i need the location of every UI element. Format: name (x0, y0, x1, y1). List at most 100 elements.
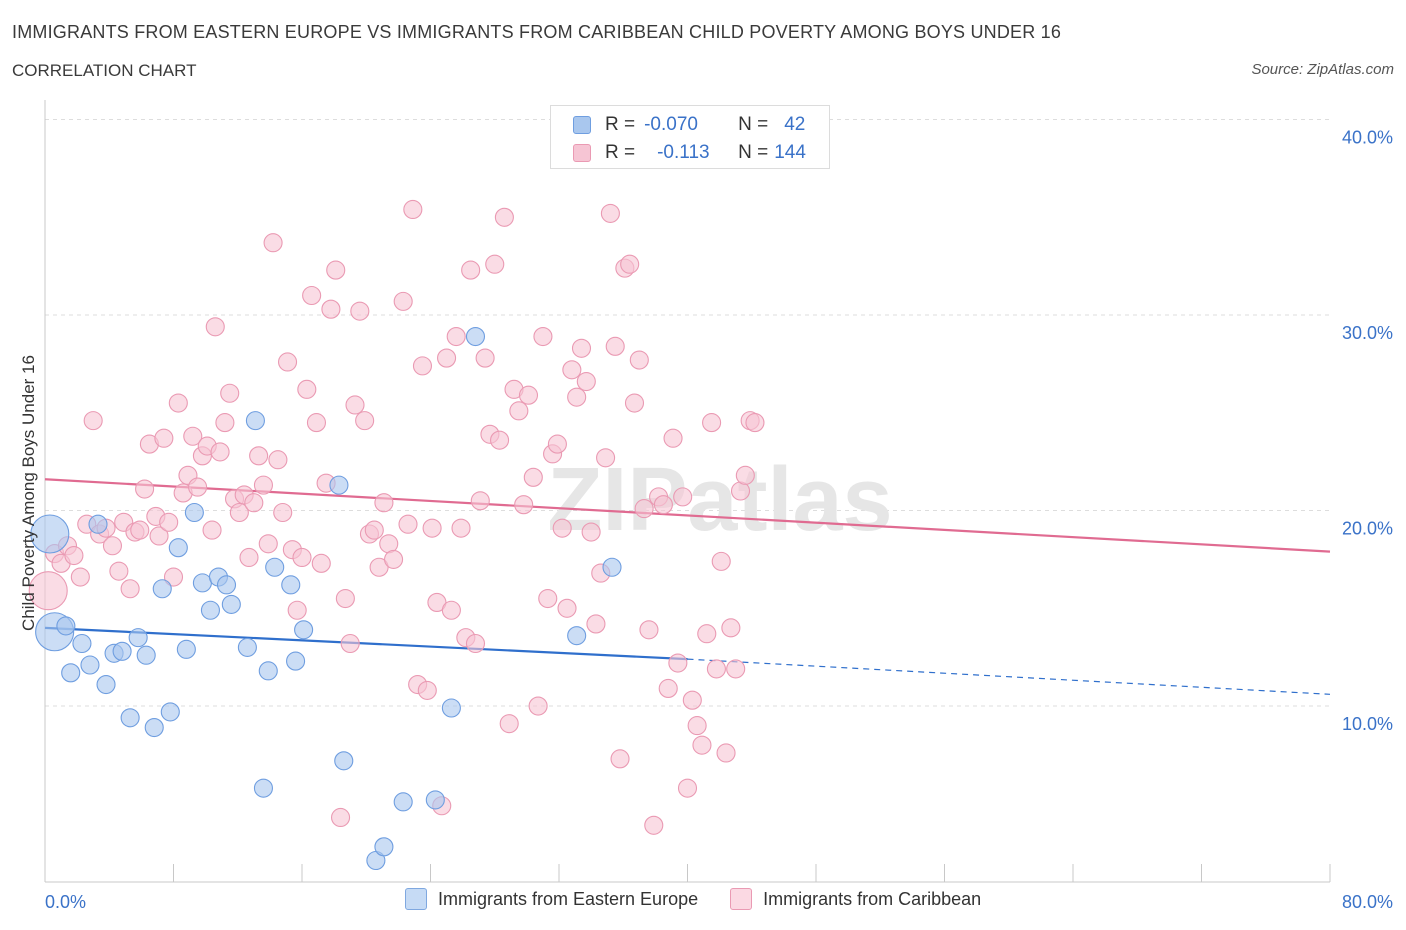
data-point-eastern-europe (192, 573, 212, 593)
data-point-caribbean (102, 536, 123, 556)
data-point-eastern-europe (80, 655, 100, 675)
data-point-eastern-europe (294, 620, 314, 640)
data-point-caribbean (263, 233, 283, 253)
correlation-legend: R = -0.070 N = 42 R = -0.113 N = 144 (550, 105, 830, 169)
data-point-caribbean (330, 807, 351, 828)
y-tick-label: 30.0% (1342, 323, 1393, 343)
data-point-caribbean (393, 291, 413, 311)
data-point-eastern-europe (602, 557, 622, 577)
data-point-caribbean (706, 659, 726, 679)
data-point-caribbean (692, 735, 712, 755)
data-point-eastern-europe (56, 616, 76, 636)
data-point-eastern-europe (393, 792, 413, 812)
data-point-caribbean (302, 285, 322, 306)
data-point-caribbean (735, 465, 755, 485)
trend-line-eastern-europe (44, 626, 688, 661)
data-point-caribbean (364, 520, 384, 540)
legend-swatch-pink (573, 144, 591, 162)
y-axis-label: Child Poverty Among Boys Under 16 (19, 355, 38, 631)
data-point-caribbean (702, 413, 722, 433)
data-point-eastern-europe (237, 637, 257, 657)
data-point-eastern-europe (329, 475, 349, 495)
data-point-eastern-europe (120, 708, 140, 728)
data-point-caribbean (220, 383, 240, 403)
data-point-caribbean (417, 680, 437, 700)
data-point-caribbean (202, 520, 222, 540)
data-point-caribbean (311, 553, 331, 573)
data-point-eastern-europe (184, 502, 204, 523)
data-point-caribbean (273, 502, 293, 523)
data-point-caribbean (239, 547, 259, 568)
data-point-eastern-europe (221, 594, 241, 614)
axes (44, 100, 1331, 883)
data-point-eastern-europe (61, 663, 81, 683)
data-point-caribbean (244, 493, 264, 513)
data-point-caribbean (168, 393, 188, 413)
data-point-eastern-europe (425, 790, 445, 810)
data-points (28, 199, 765, 871)
data-point-caribbean (135, 479, 155, 499)
series-swatch-blue (405, 888, 427, 910)
data-point-caribbean (586, 614, 606, 634)
data-point-caribbean (374, 493, 394, 513)
data-point-caribbean (297, 379, 317, 399)
data-point-eastern-europe (374, 837, 394, 857)
data-point-caribbean (547, 434, 567, 454)
data-point-eastern-europe (567, 626, 587, 646)
data-point-caribbean (163, 567, 184, 587)
data-point-eastern-europe (286, 651, 306, 671)
data-point-caribbean (533, 327, 553, 347)
x-tick-label: 80.0% (1342, 892, 1393, 912)
data-point-caribbean (183, 426, 203, 446)
data-point-caribbean (711, 551, 731, 571)
data-point-caribbean (215, 413, 235, 433)
series-legend-eastern-europe: Immigrants from Eastern Europe (405, 888, 698, 910)
legend-r-label: R = (605, 114, 636, 135)
data-point-caribbean (596, 448, 616, 468)
data-point-caribbean (620, 254, 640, 274)
legend-n-value: 42 (784, 114, 806, 135)
data-point-caribbean (567, 387, 587, 407)
data-point-caribbean (154, 428, 174, 448)
data-point-caribbean (83, 411, 103, 431)
data-point-caribbean (229, 502, 249, 523)
data-point-caribbean (120, 579, 140, 599)
data-point-caribbean (268, 450, 288, 470)
legend-n-label: N = (738, 114, 769, 135)
data-point-caribbean (668, 653, 688, 673)
legend-row-eastern-europe: R = -0.070 N = 42 (573, 113, 805, 137)
data-point-eastern-europe (168, 538, 188, 558)
data-point-caribbean (159, 512, 179, 532)
data-point-caribbean (292, 547, 312, 568)
data-point-caribbean (538, 588, 558, 609)
data-point-caribbean (682, 690, 702, 710)
series-label-caribbean: Immigrants from Caribbean (763, 888, 982, 909)
legend-row-caribbean: R = -0.113 N = 144 (573, 141, 806, 165)
data-point-caribbean (384, 549, 404, 569)
y-tick-label: 20.0% (1342, 519, 1393, 539)
data-point-eastern-europe (136, 645, 156, 665)
data-point-caribbean (355, 411, 375, 431)
data-point-caribbean (321, 299, 341, 319)
data-point-caribbean (345, 395, 365, 415)
data-point-caribbean (64, 545, 84, 566)
data-point-caribbean (677, 778, 698, 798)
data-point-caribbean (716, 743, 736, 763)
data-point-caribbean (277, 352, 298, 372)
data-point-caribbean (258, 534, 278, 554)
data-point-eastern-europe (96, 674, 116, 695)
data-point-caribbean (552, 518, 572, 538)
source-credit: Source: ZipAtlas.com (1251, 61, 1394, 78)
data-point-eastern-europe (334, 751, 354, 771)
data-point-caribbean (441, 600, 461, 620)
y-tick-label: 10.0% (1342, 714, 1393, 734)
data-point-caribbean (721, 618, 741, 638)
data-point-caribbean (528, 696, 548, 716)
data-point-caribbean (210, 442, 230, 462)
trend-line-eastern-europe-extension (687, 658, 1331, 695)
data-point-caribbean (470, 491, 490, 511)
legend-r-value: -0.113 (657, 142, 710, 163)
data-point-caribbean (673, 487, 693, 507)
data-point-caribbean (437, 348, 457, 368)
data-point-caribbean (249, 446, 269, 466)
